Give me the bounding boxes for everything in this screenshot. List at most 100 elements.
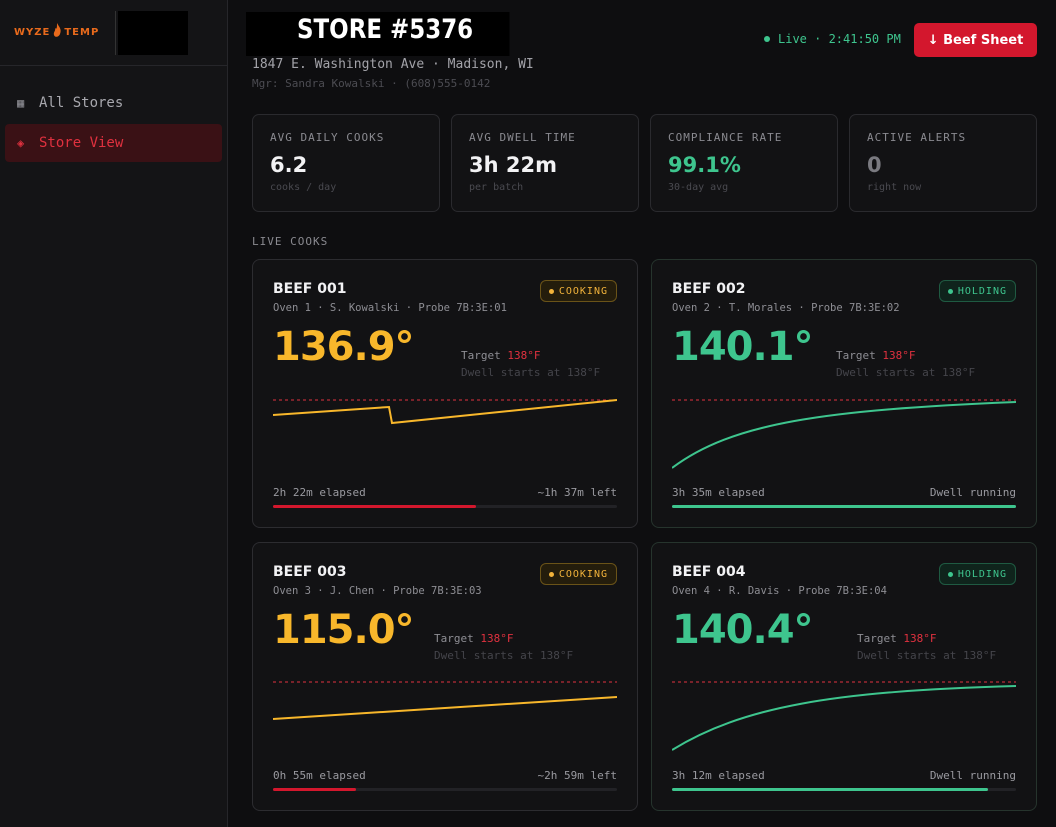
sidebar-nav: ▦ All Stores ◈ Store View xyxy=(0,66,227,162)
remaining-time: Dwell running xyxy=(929,486,1016,499)
target-label: Target xyxy=(857,632,897,645)
stat-card-avg-dwell-time: AVG DWELL TIME 3h 22m per batch xyxy=(451,114,639,212)
cook-card-beef-001[interactable]: BEEF 001 Oven 1 · S. Kowalski · Probe 7B… xyxy=(252,259,638,528)
stat-value: 6.2 xyxy=(270,153,308,177)
temp-series-line xyxy=(273,399,617,425)
section-heading-live-cooks: LIVE COOKS xyxy=(252,235,329,248)
progress-bar xyxy=(273,788,617,791)
sidebar-item-label: Store View xyxy=(39,135,124,151)
temp-series-line xyxy=(672,685,1016,751)
status-dot-icon xyxy=(548,571,554,577)
status-label: COOKING xyxy=(558,568,608,580)
status-badge: COOKING xyxy=(539,280,617,302)
diamond-icon: ◈ xyxy=(17,136,25,150)
page-title: STORE #5376 xyxy=(246,12,510,56)
sidebar-item-all-stores[interactable]: ▦ All Stores xyxy=(5,84,222,122)
elapsed-time: 0h 55m elapsed xyxy=(273,769,366,782)
status-dot-icon xyxy=(947,571,953,577)
dwell-note: Dwell starts at 138°F xyxy=(836,366,976,379)
logo-text-right: TEMP xyxy=(64,27,100,38)
temp-chart xyxy=(273,681,617,720)
target-value: 138°F xyxy=(480,632,514,645)
stat-label: AVG DWELL TIME xyxy=(469,131,576,144)
target-temp: Target 138°F xyxy=(857,632,937,645)
dwell-note: Dwell starts at 138°F xyxy=(857,649,997,662)
stat-label: ACTIVE ALERTS xyxy=(867,131,967,144)
live-status: Live · 2:41:50 PM xyxy=(764,32,901,46)
temp-chart xyxy=(672,399,1016,469)
elapsed-time: 3h 12m elapsed xyxy=(672,769,765,782)
store-manager: Mgr: Sandra Kowalski · (608)555-0142 xyxy=(252,77,491,90)
target-temp: Target 138°F xyxy=(836,349,916,362)
sidebar-item-store-view[interactable]: ◈ Store View xyxy=(5,124,222,162)
status-badge: HOLDING xyxy=(938,280,1016,302)
cook-card-beef-003[interactable]: BEEF 003 Oven 3 · J. Chen · Probe 7B:3E:… xyxy=(252,542,638,811)
stat-label: AVG DAILY COOKS xyxy=(270,131,385,144)
cook-card-beef-002[interactable]: BEEF 002 Oven 2 · T. Morales · Probe 7B:… xyxy=(651,259,1037,528)
target-temp: Target 138°F xyxy=(461,349,541,362)
store-address: 1847 E. Washington Ave · Madison, WI xyxy=(252,57,534,72)
cook-meta: Oven 3 · J. Chen · Probe 7B:3E:03 xyxy=(273,585,482,597)
progress-bar xyxy=(672,505,1016,508)
live-clock: Live · 2:41:50 PM xyxy=(778,32,901,46)
status-badge: HOLDING xyxy=(938,563,1016,585)
sidebar: WYZE TEMP ▦ All Stores ◈ Store View xyxy=(0,0,228,827)
stat-value: 3h 22m xyxy=(469,153,557,177)
target-label: Target xyxy=(836,349,876,362)
beef-sheet-button[interactable]: ↓ Beef Sheet xyxy=(914,23,1037,57)
temp-series-line xyxy=(672,401,1016,469)
redacted-block xyxy=(118,10,189,55)
remaining-time: ~1h 37m left xyxy=(537,486,617,499)
main-content: STORE #5376 1847 E. Washington Ave · Mad… xyxy=(228,0,1056,827)
cook-name: BEEF 001 xyxy=(273,281,347,297)
current-temp: 140.4° xyxy=(672,607,814,653)
progress-bar xyxy=(273,505,617,508)
current-temp: 115.0° xyxy=(273,607,415,653)
status-dot-icon xyxy=(947,288,953,294)
status-label: HOLDING xyxy=(957,285,1007,297)
cook-name: BEEF 002 xyxy=(672,281,746,297)
status-label: HOLDING xyxy=(957,568,1007,580)
cook-name: BEEF 003 xyxy=(273,564,347,580)
cook-meta: Oven 4 · R. Davis · Probe 7B:3E:04 xyxy=(672,585,887,597)
live-dot-icon xyxy=(764,36,770,42)
dwell-note: Dwell starts at 138°F xyxy=(461,366,601,379)
logo-text-left: WYZE xyxy=(14,27,51,38)
elapsed-time: 3h 35m elapsed xyxy=(672,486,765,499)
stat-sub: cooks / day xyxy=(270,182,337,193)
temp-chart xyxy=(273,399,617,425)
stat-card-compliance-rate: COMPLIANCE RATE 99.1% 30-day avg xyxy=(650,114,838,212)
current-temp: 140.1° xyxy=(672,324,814,370)
stat-card-active-alerts: ACTIVE ALERTS 0 right now xyxy=(849,114,1037,212)
stat-sub: per batch xyxy=(469,182,524,193)
progress-fill xyxy=(672,505,1016,508)
progress-fill xyxy=(273,788,356,791)
sidebar-item-label: All Stores xyxy=(39,95,124,111)
cook-card-beef-004[interactable]: BEEF 004 Oven 4 · R. Davis · Probe 7B:3E… xyxy=(651,542,1037,811)
stat-value: 99.1% xyxy=(668,153,741,177)
dwell-note: Dwell starts at 138°F xyxy=(434,649,574,662)
status-badge: COOKING xyxy=(539,563,617,585)
progress-fill xyxy=(672,788,989,791)
status-label: COOKING xyxy=(558,285,608,297)
grid-icon: ▦ xyxy=(17,96,25,110)
stat-label: COMPLIANCE RATE xyxy=(668,131,783,144)
temp-chart xyxy=(672,681,1016,751)
wyzetemp-logo[interactable]: WYZE TEMP xyxy=(14,23,99,42)
current-temp: 136.9° xyxy=(273,324,415,370)
stat-value: 0 xyxy=(867,153,882,177)
status-dot-icon xyxy=(548,288,554,294)
progress-bar xyxy=(672,788,1016,791)
stat-sub: 30-day avg xyxy=(668,182,729,193)
remaining-time: ~2h 59m left xyxy=(537,769,617,782)
stat-sub: right now xyxy=(867,182,922,193)
elapsed-time: 2h 22m elapsed xyxy=(273,486,366,499)
brand-bar: WYZE TEMP xyxy=(0,0,227,66)
stat-card-avg-daily-cooks: AVG DAILY COOKS 6.2 cooks / day xyxy=(252,114,440,212)
target-value: 138°F xyxy=(882,349,916,362)
target-value: 138°F xyxy=(507,349,541,362)
target-label: Target xyxy=(434,632,474,645)
cook-name: BEEF 004 xyxy=(672,564,746,580)
cook-meta: Oven 1 · S. Kowalski · Probe 7B:3E:01 xyxy=(273,302,507,314)
target-value: 138°F xyxy=(903,632,937,645)
